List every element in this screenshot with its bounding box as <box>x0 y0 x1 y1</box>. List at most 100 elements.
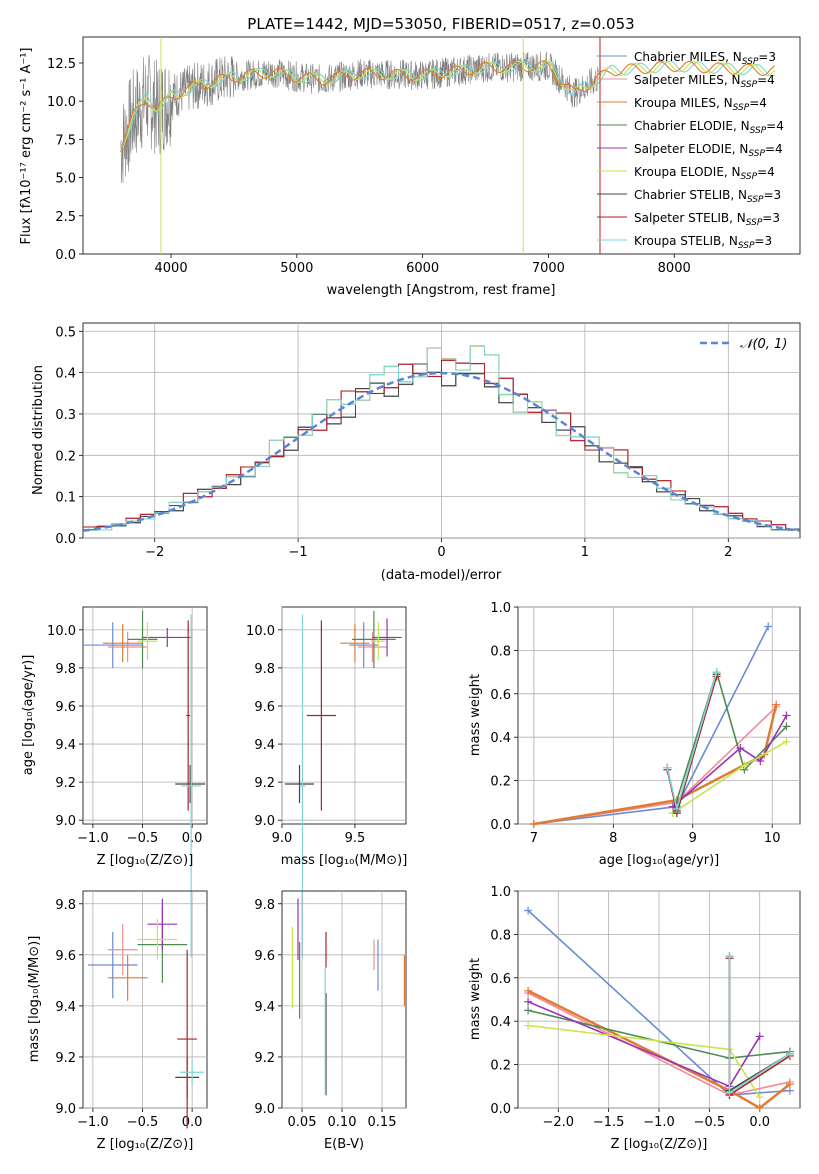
x-tick-label: 0 <box>437 545 445 560</box>
mass-weight-marker <box>524 997 533 1006</box>
legend-label: Chabrier ELODIE, NSSP=4 <box>634 119 784 136</box>
y-tick-label: 0.6 <box>490 972 511 987</box>
age-z-ylabel: age [log₁₀(age/yr)] <box>21 655 36 776</box>
y-tick-label: 0.3 <box>55 408 76 423</box>
mass-vs-z-panel: −1.0 −0.5 0.0 9.0 9.2 9.4 9.6 9.8 Z [log₁₀(Z/Z⊙… <box>27 890 208 1152</box>
y-tick-label: 9.0 <box>55 814 76 829</box>
normal-legend-label: 𝒩(0, 1) <box>740 337 787 352</box>
mass-z-ylabel: mass [log₁₀(M/M⊙)] <box>27 936 42 1063</box>
y-tick-label: 9.4 <box>55 738 76 753</box>
y-tick-label: 2.5 <box>55 210 76 225</box>
y-tick-label: 9.2 <box>254 776 275 791</box>
mass-weight-marker <box>524 1021 533 1030</box>
y-tick-label: 0.4 <box>55 367 76 382</box>
mass-weight-vs-age-panel: 7 8 9 10 0.0 0.2 0.4 0.6 0.8 1.0 age [log₁₀(age/y… <box>468 601 801 868</box>
histogram-series <box>83 345 800 531</box>
x-tick-label: 9.0 <box>272 831 293 846</box>
y-tick-label: 0.8 <box>490 928 511 943</box>
mass-weight-marker <box>785 1080 794 1089</box>
x-tick-label: −2 <box>145 545 164 560</box>
y-tick-label: 0.0 <box>490 1102 511 1117</box>
y-tick-label: 7.5 <box>55 133 76 148</box>
mass-weight-marker <box>524 1006 533 1015</box>
x-tick-label: −1.0 <box>77 831 109 846</box>
y-tick-label: 9.6 <box>55 949 76 964</box>
x-tick-label: 9 <box>689 831 697 846</box>
legend-label: Chabrier MILES, NSSP=3 <box>634 50 776 67</box>
spectrum-panel: PLATE=1442, MJD=53050, FIBERID=0517, z=0… <box>19 15 801 298</box>
y-tick-label: 9.8 <box>254 898 275 913</box>
x-tick-label: −1.0 <box>643 1115 675 1130</box>
y-tick-label: 0.2 <box>490 775 511 790</box>
y-tick-label: 9.4 <box>254 1000 275 1015</box>
mass-weight-marker <box>725 1088 734 1097</box>
y-tick-label: 0.0 <box>55 532 76 547</box>
histogram-xlabel: (data-model)/error <box>381 568 502 583</box>
y-tick-label: 9.0 <box>254 1102 275 1117</box>
legend-label: Kroupa ELODIE, NSSP=4 <box>634 165 775 182</box>
y-tick-label: 1.0 <box>490 601 511 616</box>
x-tick-label: −0.5 <box>127 831 159 846</box>
mass-z-xlabel: Z [log₁₀(Z/Z⊙)] <box>97 1137 194 1152</box>
mass-weight-series <box>533 704 778 826</box>
legend-label: Salpeter ELODIE, NSSP=4 <box>634 142 783 159</box>
age-mass-xlabel: mass [log₁₀(M/M⊙)] <box>281 853 408 868</box>
mass-weight-marker <box>712 668 721 677</box>
y-tick-label: 9.2 <box>55 1051 76 1066</box>
spectrum-legend: Chabrier MILES, NSSP=3 Salpeter MILES, NS… <box>597 50 784 251</box>
mass-weight-series <box>533 706 777 825</box>
y-tick-label: 9.0 <box>254 814 275 829</box>
mass-weight-series <box>672 669 788 814</box>
x-tick-label: 0.0 <box>182 1115 203 1130</box>
legend-label: Salpeter MILES, NSSP=4 <box>634 73 775 90</box>
y-tick-label: 0.5 <box>55 325 76 340</box>
x-tick-label: 2 <box>724 545 732 560</box>
y-tick-label: 9.6 <box>55 700 76 715</box>
y-tick-label: 9.2 <box>55 776 76 791</box>
y-tick-label: 10.0 <box>47 624 76 639</box>
x-tick-label: −0.5 <box>127 1115 159 1130</box>
y-tick-label: 1.0 <box>490 885 511 900</box>
mass-weight-marker <box>524 906 533 915</box>
age-vs-z-panel: −1.0 −0.5 0.0 9.0 9.2 9.4 9.6 9.8 10.0 Z [log₁₀(… <box>21 606 208 958</box>
mass-weight-vs-z-panel: −2.0 −1.5 −1.0 −0.5 0.0 0.0 0.2 0.4 0.6 0.8 1.0 Z … <box>468 885 801 1152</box>
x-tick-label: 7 <box>530 831 538 846</box>
spectrum-xlabel: wavelength [Angstrom, rest frame] <box>327 283 556 298</box>
x-tick-label: 6000 <box>406 261 439 276</box>
observed-spectrum <box>120 51 599 183</box>
legend-label: Salpeter STELIB, NSSP=3 <box>634 211 780 228</box>
y-tick-label: 0.1 <box>55 491 76 506</box>
x-tick-label: 0.0 <box>749 1115 770 1130</box>
mass-weight-marker <box>772 700 781 709</box>
y-tick-label: 0.4 <box>490 731 511 746</box>
x-tick-label: 0.0 <box>182 831 203 846</box>
y-tick-label: 9.4 <box>55 1000 76 1015</box>
y-tick-label: 9.6 <box>254 949 275 964</box>
x-tick-label: 10 <box>764 831 781 846</box>
mass-weight-marker <box>529 820 538 828</box>
y-tick-label: 9.8 <box>55 898 76 913</box>
mass-weight-marker <box>663 763 672 772</box>
mass-weight-marker <box>756 757 765 766</box>
normal-curve <box>82 371 801 533</box>
histogram-ylabel: Normed distribution <box>31 365 46 495</box>
mass-weight-marker <box>782 722 791 731</box>
y-tick-label: 0.2 <box>490 1059 511 1074</box>
mass-weight-series <box>527 1000 761 1088</box>
x-tick-label: 4000 <box>155 261 188 276</box>
y-tick-label: 9.6 <box>254 700 275 715</box>
mass-weight-marker <box>782 711 791 720</box>
y-tick-label: 12.5 <box>47 57 76 72</box>
mass-ebv-xlabel: E(B-V) <box>324 1137 364 1152</box>
mw-age-xlabel: age [log₁₀(age/yr)] <box>599 853 720 868</box>
x-tick-label: 7000 <box>532 261 565 276</box>
x-tick-label: 0.05 <box>288 1115 317 1130</box>
y-tick-label: 0.8 <box>490 644 511 659</box>
x-tick-label: 1 <box>581 545 589 560</box>
mw-z-xlabel: Z [log₁₀(Z/Z⊙)] <box>611 1137 708 1152</box>
y-tick-label: 5.0 <box>55 172 76 187</box>
mass-weight-series <box>527 989 791 1110</box>
x-tick-label: 5000 <box>280 261 313 276</box>
y-tick-label: 9.4 <box>254 738 275 753</box>
mass-weight-marker <box>785 1049 794 1058</box>
